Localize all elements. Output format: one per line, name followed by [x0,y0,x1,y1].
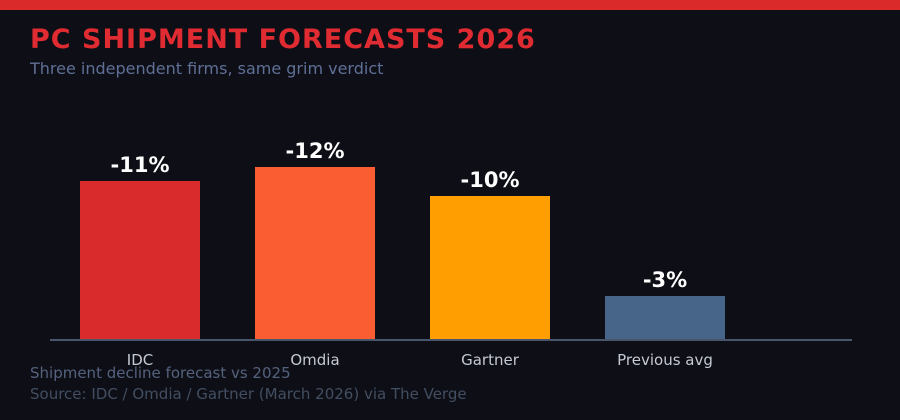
category-label-previous-avg: Previous avg [617,351,713,369]
bar-value-gartner: -10% [460,168,520,192]
page-subtitle: Three independent firms, same grim verdi… [30,59,384,78]
bar-gartner: -10% [430,168,550,339]
accent-stripe [0,0,900,10]
x-axis-line [50,339,852,341]
chart-footnote: Shipment decline forecast vs 2025 [30,364,291,382]
category-label-omdia: Omdia [290,351,340,369]
bar-value-omdia: -12% [285,139,345,163]
bar-value-previous-avg: -3% [642,268,688,292]
bar-omdia: -12% [255,139,375,339]
bar-idc: -11% [80,153,200,339]
source-attribution: Source: IDC / Omdia / Gartner (March 202… [30,385,467,403]
category-label-gartner: Gartner [461,351,519,369]
page-title: PC SHIPMENT FORECASTS 2026 [30,24,536,55]
bar-previous-avg: -3% [605,268,725,339]
category-label-idc: IDC [126,351,154,369]
bar-value-idc: -11% [110,153,170,177]
